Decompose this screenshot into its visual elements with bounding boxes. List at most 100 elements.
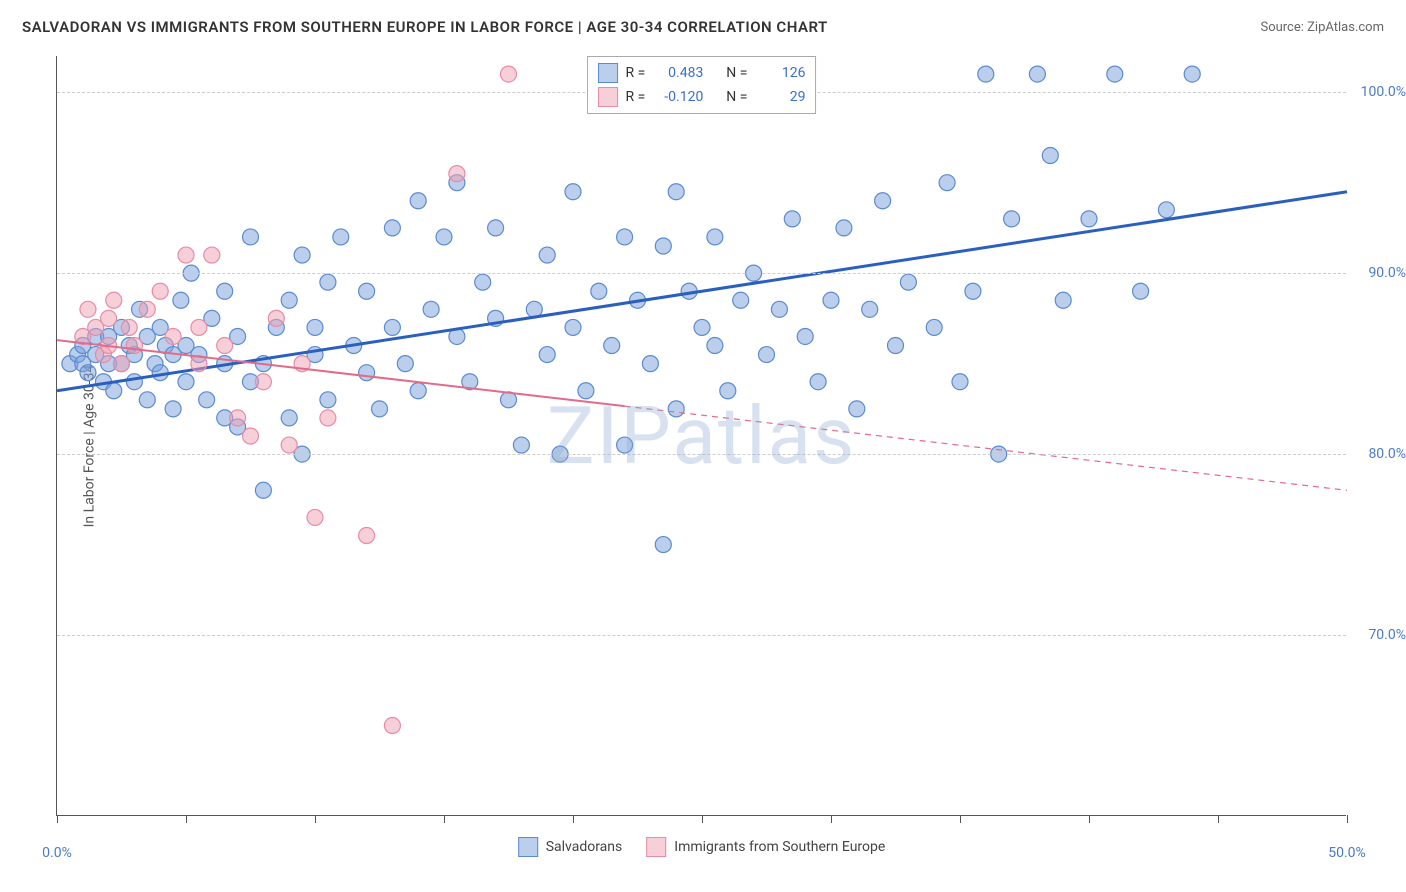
scatter-point	[668, 184, 684, 200]
x-tick	[831, 815, 832, 823]
scatter-point	[823, 292, 839, 308]
scatter-point	[707, 338, 723, 354]
scatter-point	[501, 66, 517, 82]
scatter-point	[617, 437, 633, 453]
plot-area: ZIPatlas R =0.483 N =126R =-0.120 N =29 …	[56, 56, 1346, 816]
scatter-point	[591, 283, 607, 299]
trend-line	[57, 192, 1347, 391]
scatter-point	[243, 229, 259, 245]
scatter-point	[1184, 66, 1200, 82]
legend-series: Salvadorans Immigrants from Southern Euro…	[518, 837, 886, 857]
x-tick	[573, 815, 574, 823]
scatter-point	[359, 283, 375, 299]
legend-series-label: Salvadorans	[546, 839, 623, 855]
scatter-point	[230, 410, 246, 426]
scatter-point	[875, 193, 891, 209]
scatter-point	[217, 338, 233, 354]
scatter-point	[888, 338, 904, 354]
scatter-point	[849, 401, 865, 417]
scatter-point	[655, 537, 671, 553]
gridline	[57, 635, 1346, 636]
scatter-point	[797, 328, 813, 344]
gridline	[57, 454, 1346, 455]
scatter-point	[384, 319, 400, 335]
scatter-point	[243, 428, 259, 444]
scatter-point	[513, 437, 529, 453]
legend-swatch	[518, 837, 538, 857]
scatter-point	[281, 292, 297, 308]
legend-r-value: -0.120	[653, 89, 703, 105]
scatter-point	[281, 410, 297, 426]
scatter-point	[359, 528, 375, 544]
legend-series-item: Immigrants from Southern Europe	[646, 837, 885, 857]
scatter-point	[173, 292, 189, 308]
scatter-point	[255, 482, 271, 498]
scatter-point	[733, 292, 749, 308]
scatter-point	[333, 229, 349, 245]
scatter-point	[372, 401, 388, 417]
legend-series-item: Salvadorans	[518, 837, 623, 857]
scatter-point	[565, 319, 581, 335]
scatter-point	[707, 229, 723, 245]
y-tick-label: 70.0%	[1368, 627, 1406, 643]
x-tick	[1089, 815, 1090, 823]
chart-title: SALVADORAN VS IMMIGRANTS FROM SOUTHERN E…	[22, 18, 828, 36]
scatter-point	[810, 374, 826, 390]
scatter-point	[165, 401, 181, 417]
scatter-point	[106, 383, 122, 399]
scatter-point	[939, 175, 955, 191]
scatter-point	[384, 220, 400, 236]
scatter-point	[655, 238, 671, 254]
scatter-point	[1055, 292, 1071, 308]
legend-n-value: 126	[755, 65, 805, 81]
trend-line-dashed	[625, 406, 1347, 490]
scatter-point	[539, 247, 555, 263]
legend-r-label: R =	[626, 89, 646, 105]
scatter-point	[410, 383, 426, 399]
scatter-point	[900, 274, 916, 290]
scatter-point	[106, 292, 122, 308]
scatter-point	[978, 66, 994, 82]
legend-correlation: R =0.483 N =126R =-0.120 N =29	[587, 56, 817, 114]
x-tick	[444, 815, 445, 823]
scatter-point	[604, 338, 620, 354]
scatter-point	[139, 392, 155, 408]
scatter-point	[191, 319, 207, 335]
scatter-point	[1042, 148, 1058, 164]
scatter-point	[121, 319, 137, 335]
gridline	[57, 273, 1346, 274]
chart-svg	[57, 56, 1346, 815]
scatter-point	[1004, 211, 1020, 227]
legend-r-value: 0.483	[653, 65, 703, 81]
x-tick	[1347, 815, 1348, 823]
x-tick	[315, 815, 316, 823]
x-tick	[960, 815, 961, 823]
legend-n-label: N =	[726, 89, 747, 105]
scatter-point	[720, 383, 736, 399]
scatter-point	[126, 374, 142, 390]
x-tick	[186, 815, 187, 823]
scatter-point	[965, 283, 981, 299]
scatter-point	[1081, 211, 1097, 227]
legend-n-label: N =	[726, 65, 747, 81]
scatter-point	[178, 374, 194, 390]
legend-swatch	[598, 63, 618, 83]
scatter-point	[359, 365, 375, 381]
scatter-point	[436, 229, 452, 245]
scatter-point	[475, 274, 491, 290]
scatter-point	[165, 328, 181, 344]
scatter-point	[771, 301, 787, 317]
legend-swatch	[598, 87, 618, 107]
scatter-point	[152, 283, 168, 299]
scatter-point	[397, 356, 413, 372]
scatter-point	[199, 392, 215, 408]
scatter-point	[565, 184, 581, 200]
scatter-point	[862, 301, 878, 317]
scatter-point	[126, 338, 142, 354]
title-bar: SALVADORAN VS IMMIGRANTS FROM SOUTHERN E…	[22, 18, 1384, 36]
scatter-point	[410, 193, 426, 209]
x-tick	[702, 815, 703, 823]
scatter-point	[307, 319, 323, 335]
y-tick-label: 80.0%	[1368, 446, 1406, 462]
scatter-point	[1107, 66, 1123, 82]
